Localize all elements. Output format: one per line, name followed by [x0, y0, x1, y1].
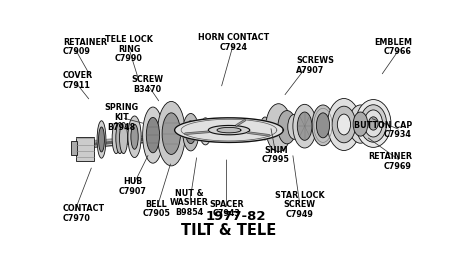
Polygon shape — [174, 118, 283, 142]
Ellipse shape — [288, 114, 301, 139]
Text: RETAINER
C7909: RETAINER C7909 — [63, 38, 107, 56]
Text: HORN CONTACT
C7924: HORN CONTACT C7924 — [198, 33, 269, 52]
Text: COVER
C7911: COVER C7911 — [63, 71, 93, 90]
Ellipse shape — [112, 122, 120, 154]
Ellipse shape — [143, 107, 163, 163]
Ellipse shape — [186, 121, 196, 144]
Ellipse shape — [157, 102, 185, 166]
Ellipse shape — [328, 99, 360, 150]
Text: 1977-82: 1977-82 — [205, 210, 266, 223]
Ellipse shape — [353, 112, 368, 136]
Ellipse shape — [266, 104, 292, 151]
Text: STAR LOCK
SCREW
C7949: STAR LOCK SCREW C7949 — [275, 191, 325, 219]
Ellipse shape — [297, 112, 312, 140]
Ellipse shape — [119, 122, 128, 154]
Text: HUB
C7907: HUB C7907 — [119, 177, 146, 195]
Bar — [71, 140, 76, 155]
Text: SPRING
KIT
B7948: SPRING KIT B7948 — [105, 103, 139, 132]
Polygon shape — [217, 127, 241, 133]
Text: SPACER
C7943: SPACER C7943 — [209, 200, 244, 218]
Ellipse shape — [99, 127, 104, 152]
Ellipse shape — [200, 118, 211, 145]
Ellipse shape — [182, 113, 199, 151]
Text: BUTTON CAP
C7934: BUTTON CAP C7934 — [354, 121, 412, 140]
Ellipse shape — [364, 110, 383, 137]
Ellipse shape — [360, 105, 387, 142]
Text: SCREWS
A7907: SCREWS A7907 — [296, 56, 334, 75]
Ellipse shape — [312, 105, 334, 146]
Ellipse shape — [337, 114, 351, 135]
Ellipse shape — [131, 124, 138, 149]
Bar — [76, 137, 94, 161]
Text: BELL
C7905: BELL C7905 — [143, 200, 171, 218]
Ellipse shape — [260, 117, 270, 140]
Ellipse shape — [116, 122, 124, 154]
Polygon shape — [208, 126, 250, 135]
Text: SCREW
B3470: SCREW B3470 — [131, 75, 164, 94]
Text: NUT &
WASHER
B9854: NUT & WASHER B9854 — [170, 189, 209, 217]
Text: TELE LOCK
RING
C7990: TELE LOCK RING C7990 — [105, 35, 153, 63]
Text: SHIM
C7995: SHIM C7995 — [262, 146, 290, 164]
Text: EMBLEM
C7966: EMBLEM C7966 — [374, 38, 412, 56]
Ellipse shape — [278, 111, 296, 144]
Text: RETAINER
C7969: RETAINER C7969 — [368, 152, 412, 171]
Ellipse shape — [128, 116, 141, 158]
Ellipse shape — [349, 105, 372, 143]
Ellipse shape — [332, 106, 356, 143]
Ellipse shape — [146, 117, 160, 153]
Text: TILT & TELE: TILT & TELE — [181, 224, 276, 238]
Ellipse shape — [316, 113, 329, 138]
Ellipse shape — [356, 100, 391, 147]
Ellipse shape — [369, 117, 378, 130]
Ellipse shape — [97, 121, 106, 158]
Ellipse shape — [293, 104, 317, 148]
Ellipse shape — [202, 123, 209, 139]
Text: CONTACT
C7970: CONTACT C7970 — [63, 204, 105, 223]
Ellipse shape — [162, 113, 181, 154]
